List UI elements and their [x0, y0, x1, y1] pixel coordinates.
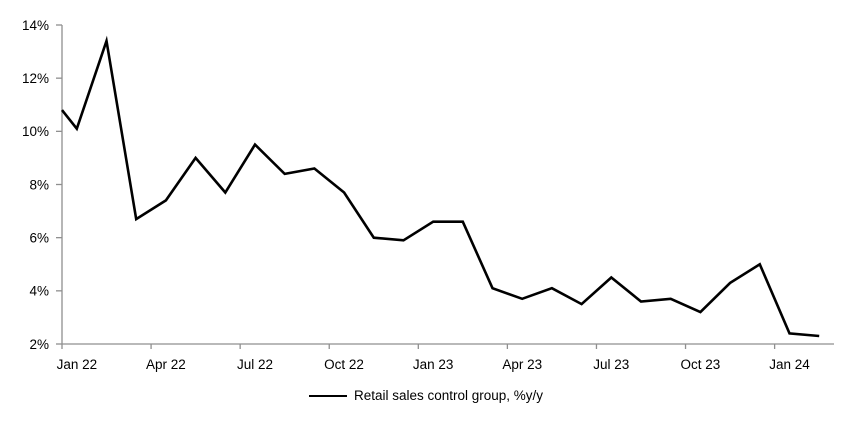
- y-tick-label: 12%: [22, 71, 49, 86]
- y-tick-label: 2%: [29, 337, 49, 352]
- legend-label: Retail sales control group, %y/y: [353, 388, 544, 403]
- x-tick-label: Apr 23: [502, 357, 542, 372]
- x-tick-label: Oct 23: [680, 357, 720, 372]
- x-tick-label: Jan 23: [413, 357, 454, 372]
- y-tick-label: 6%: [29, 230, 49, 245]
- x-tick-label: Apr 22: [146, 357, 186, 372]
- y-tick-label: 4%: [29, 284, 49, 299]
- y-tick-label: 10%: [22, 124, 49, 139]
- x-tick-label: Jul 22: [237, 357, 273, 372]
- x-tick-label: Jan 24: [769, 357, 810, 372]
- series-line: [60, 35, 820, 338]
- y-tick-label: 8%: [29, 177, 49, 192]
- legend-line-swatch: [308, 394, 347, 398]
- legend: Retail sales control group, %y/y: [0, 388, 852, 404]
- x-tick-label: Jan 22: [57, 357, 98, 372]
- y-tick-label: 14%: [22, 18, 49, 33]
- x-tick-label: Oct 22: [324, 357, 364, 372]
- x-tick-label: Jul 23: [593, 357, 629, 372]
